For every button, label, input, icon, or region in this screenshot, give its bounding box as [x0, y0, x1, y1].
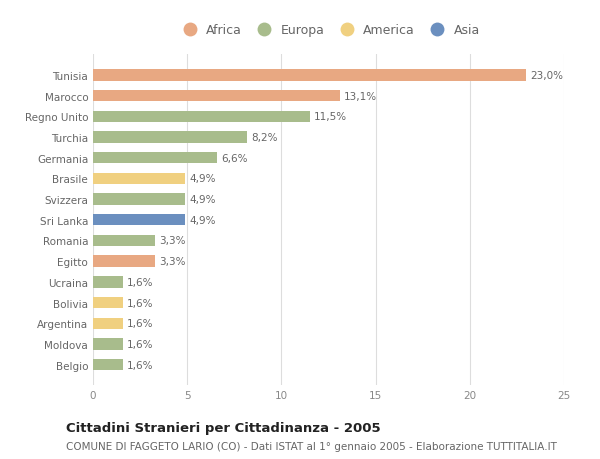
Text: 3,3%: 3,3% — [159, 257, 185, 267]
Text: 3,3%: 3,3% — [159, 236, 185, 246]
Bar — [93, 91, 340, 102]
Text: 1,6%: 1,6% — [127, 277, 154, 287]
Bar — [93, 194, 185, 205]
Text: 1,6%: 1,6% — [127, 298, 154, 308]
Text: 1,6%: 1,6% — [127, 319, 154, 329]
Text: 1,6%: 1,6% — [127, 339, 154, 349]
Bar — [93, 235, 155, 246]
Text: 6,6%: 6,6% — [221, 153, 248, 163]
Text: 4,9%: 4,9% — [189, 215, 215, 225]
Text: 1,6%: 1,6% — [127, 360, 154, 370]
Bar — [93, 297, 123, 308]
Bar — [93, 359, 123, 370]
Bar — [93, 215, 185, 226]
Text: 4,9%: 4,9% — [189, 174, 215, 184]
Bar — [93, 277, 123, 288]
Bar — [93, 112, 310, 123]
Bar — [93, 339, 123, 350]
Bar — [93, 318, 123, 329]
Legend: Africa, Europa, America, Asia: Africa, Europa, America, Asia — [175, 22, 482, 39]
Bar — [93, 70, 526, 81]
Bar — [93, 256, 155, 267]
Text: Cittadini Stranieri per Cittadinanza - 2005: Cittadini Stranieri per Cittadinanza - 2… — [66, 421, 380, 434]
Text: COMUNE DI FAGGETO LARIO (CO) - Dati ISTAT al 1° gennaio 2005 - Elaborazione TUTT: COMUNE DI FAGGETO LARIO (CO) - Dati ISTA… — [66, 441, 557, 451]
Text: 11,5%: 11,5% — [313, 112, 347, 122]
Text: 8,2%: 8,2% — [251, 133, 278, 143]
Bar — [93, 174, 185, 185]
Text: 13,1%: 13,1% — [344, 91, 377, 101]
Text: 4,9%: 4,9% — [189, 195, 215, 205]
Bar — [93, 132, 247, 143]
Text: 23,0%: 23,0% — [530, 71, 563, 81]
Bar — [93, 153, 217, 164]
